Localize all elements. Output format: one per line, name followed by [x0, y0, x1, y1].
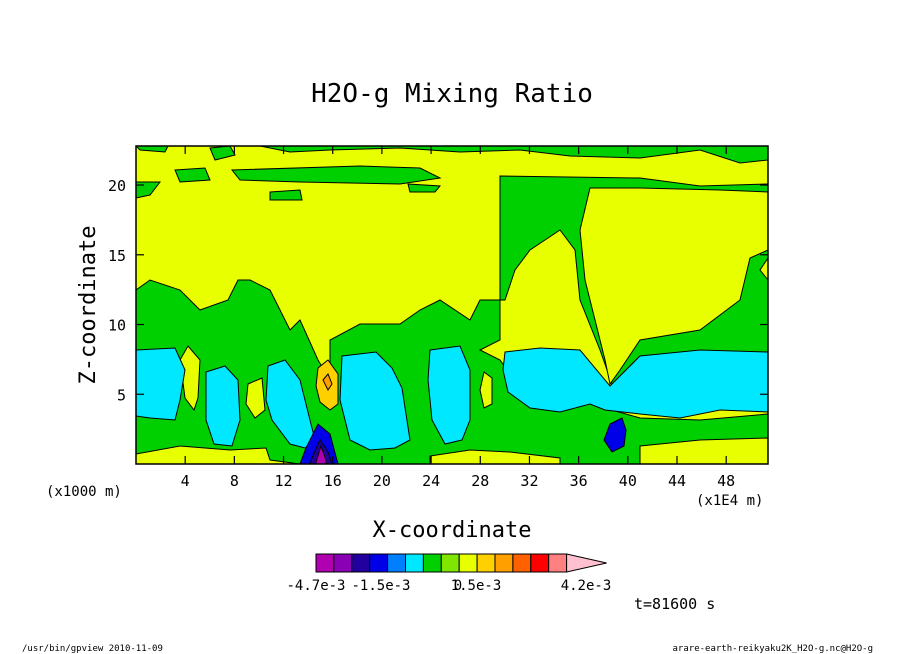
colorbar-swatch: [458, 553, 478, 573]
chart-title: H2O-g Mixing Ratio: [311, 79, 593, 109]
x-tick-label: 44: [668, 472, 686, 490]
colorbar-swatch: [566, 553, 607, 573]
colorbar-swatch: [494, 553, 514, 573]
x-tick-label: 48: [717, 472, 735, 490]
colorbar-label: -1.5e-3: [351, 578, 410, 594]
colorbar-swatch: [422, 553, 442, 573]
colorbar-label: -4.7e-3: [286, 578, 345, 594]
x-tick-label: 16: [324, 472, 342, 490]
x-tick-label: 40: [619, 472, 637, 490]
colorbar-swatch: [405, 553, 424, 573]
colorbar-swatch: [476, 553, 496, 573]
colorbar-label: 4.2e-3: [561, 578, 612, 594]
x-unit-label: (x1E4 m): [696, 493, 763, 509]
y-axis-label: Z-coordinate: [76, 226, 101, 385]
y-tick-label: 10: [108, 317, 126, 335]
colorbar-swatch: [369, 553, 389, 573]
x-tick-label: 8: [230, 472, 239, 490]
x-axis-label: X-coordinate: [373, 518, 532, 543]
colorbar-label: 1.5e-3: [451, 578, 502, 594]
colorbar-swatch: [315, 553, 335, 573]
footer-left: /usr/bin/gpview 2010-11-09: [22, 644, 163, 654]
x-axis-ticks: 4 8 12 16 20 24 28 32 36 40 44 48: [181, 146, 735, 490]
x-tick-label: 20: [373, 472, 391, 490]
plot-frame: [135, 145, 769, 465]
y-unit-label: (x1000 m): [46, 484, 122, 500]
colorbar: -4.7e-3 -1.5e-3 01.5e-3 4.2e-3: [286, 553, 612, 594]
colorbar-swatch: [512, 553, 532, 573]
y-tick-label: 5: [117, 386, 126, 404]
colorbar-swatch: [351, 553, 371, 573]
footer-right: arare-earth-reikyaku2K_H2O-g.nc@H2O-g: [673, 644, 873, 654]
x-tick-label: 4: [181, 472, 190, 490]
x-tick-label: 24: [422, 472, 440, 490]
colorbar-swatch: [333, 553, 353, 573]
x-tick-label: 36: [570, 472, 588, 490]
y-tick-label: 20: [108, 177, 126, 195]
x-tick-label: 32: [520, 472, 538, 490]
time-label: t=81600 s: [634, 595, 715, 613]
colorbar-label: 0: [454, 578, 462, 594]
colorbar-swatch: [387, 553, 407, 573]
x-tick-label: 28: [471, 472, 489, 490]
colorbar-swatch: [548, 553, 568, 573]
y-axis-ticks: 5 10 15 20: [108, 177, 768, 404]
colorbar-swatch: [440, 553, 460, 573]
y-tick-label: 15: [108, 247, 126, 265]
colorbar-swatch: [530, 553, 550, 573]
x-tick-label: 12: [275, 472, 293, 490]
